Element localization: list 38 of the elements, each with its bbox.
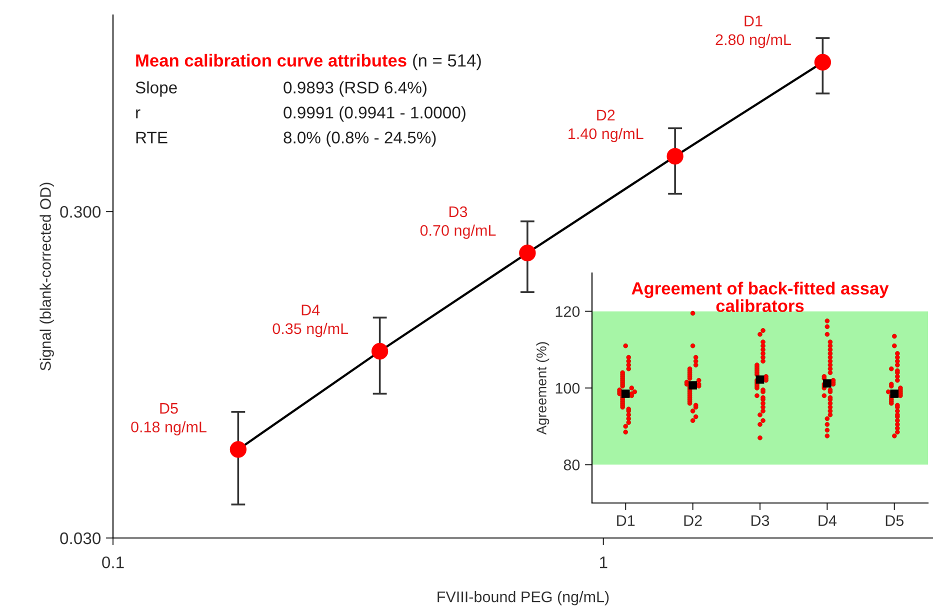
x-tick-label: 1 [600, 556, 608, 568]
point [519, 244, 536, 262]
point [666, 148, 684, 165]
x-tick-label: D5 [886, 515, 904, 526]
y-tick-label: 0.030 [60, 532, 101, 544]
text: Mean calibration curve attributes [136, 54, 406, 67]
y-axis-title: Agreement (%) [536, 342, 550, 435]
annotation: 0.9991 (0.9941 - 1.0000) [284, 106, 466, 122]
x-tick-label: D4 [818, 515, 837, 526]
text: (n = 514) [413, 54, 481, 70]
annotation: D3 0.70 ng/mL [420, 206, 496, 239]
y-tick-label: 120 [556, 306, 580, 318]
point [621, 390, 630, 398]
annotation: 0.9893 (RSD 6.4%) [284, 81, 426, 97]
x-tick-label: D1 [617, 515, 635, 526]
annotation: 8.0% (0.8% - 24.5%) [284, 131, 436, 147]
x-axis-title: FVIII-bound PEG (ng/mL) [438, 591, 609, 606]
y-tick-label: 0.300 [60, 206, 101, 218]
y-tick-label: 80 [564, 460, 580, 470]
annotation: D1 2.80 ng/mL [716, 16, 791, 48]
point [890, 390, 899, 398]
x-tick-label: D2 [684, 515, 702, 526]
point [814, 54, 832, 71]
annotation: D2 1.40 ng/mL [568, 110, 644, 142]
x-tick-label: 0.1 [102, 556, 124, 568]
point [688, 381, 697, 390]
annotation: D4 0.35 ng/mL [272, 304, 348, 338]
annotation: Slope [136, 81, 177, 97]
annotation: r [136, 109, 140, 118]
point [371, 342, 388, 360]
point [756, 375, 764, 384]
annotation: D5 0.18 ng/mL [131, 403, 206, 436]
point [823, 379, 832, 388]
annotation: RTE [136, 132, 168, 144]
y-axis-title: Signal (blank-corrected OD) [40, 182, 54, 370]
y-tick-label: 100 [556, 382, 580, 394]
text: Agreement of back-fitted assay calibrators [632, 282, 889, 312]
x-tick-label: D3 [751, 515, 770, 526]
